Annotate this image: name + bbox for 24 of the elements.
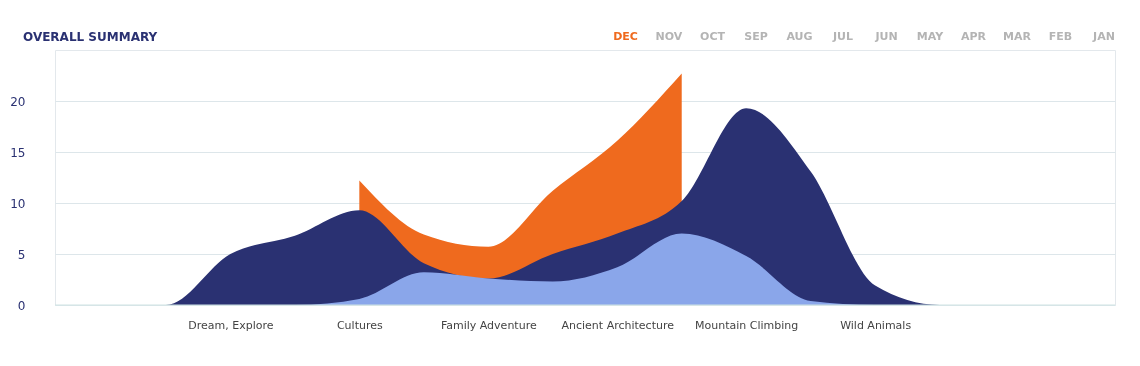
x-tick-label: Cultures [336, 318, 383, 332]
text: OCT [700, 30, 726, 43]
y-tick-label: 20 [10, 94, 26, 109]
text: JAN [1092, 30, 1115, 43]
text: NOV [655, 30, 683, 43]
text: SEP [744, 30, 768, 43]
text: APR [960, 30, 987, 43]
text: MAY [916, 30, 945, 43]
x-tick-label: Wild Animals [840, 318, 912, 332]
y-tick-label: 10 [10, 196, 26, 211]
chart-title: OVERALL SUMMARY [23, 30, 158, 44]
y-tick-label: 0 [17, 298, 26, 313]
x-tick-label: Family Adventure [440, 318, 537, 332]
x-tick-label: Ancient Architecture [561, 318, 675, 332]
text: DEC [613, 30, 638, 43]
text: MAR [1003, 30, 1032, 43]
y-tick-label: 15 [10, 145, 26, 160]
text: JUL [831, 30, 854, 43]
text: FEB [1048, 30, 1073, 43]
x-tick-label: Dream, Explore [188, 318, 274, 332]
text: AUG [786, 30, 813, 43]
y-tick-label: 5 [17, 247, 26, 262]
x-tick-label: Mountain Climbing [695, 318, 799, 332]
text: JUN [874, 30, 898, 43]
